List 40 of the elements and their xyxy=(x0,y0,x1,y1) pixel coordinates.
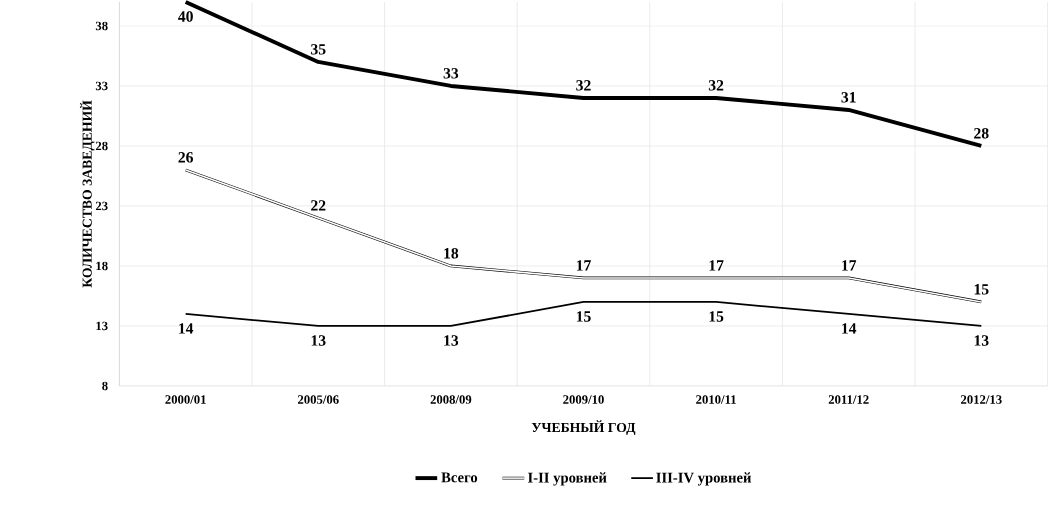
data-label: 32 xyxy=(708,80,724,91)
x-tick-label: 2010/11 xyxy=(696,395,736,405)
y-tick-label: 18 xyxy=(96,261,108,271)
legend-label: III-IV уровней xyxy=(656,472,752,486)
data-label: 17 xyxy=(709,260,724,271)
y-axis-title: КОЛИЧЕСТВО ЗАВЕДЕНИЙ xyxy=(79,100,95,288)
y-tick-label: 28 xyxy=(95,141,108,151)
data-label: 15 xyxy=(974,284,989,295)
data-label: 22 xyxy=(311,200,326,211)
data-label: 17 xyxy=(842,260,857,271)
x-tick-label: 2012/13 xyxy=(961,395,1002,405)
data-label: 15 xyxy=(709,311,724,322)
x-tick-label: 2011/12 xyxy=(828,395,869,405)
x-tick-label: 2005/06 xyxy=(297,395,339,405)
x-tick-label: 2009/10 xyxy=(563,395,604,405)
data-label: 35 xyxy=(311,44,326,55)
data-label: 31 xyxy=(841,92,856,103)
data-label: 32 xyxy=(576,80,591,91)
data-label: 14 xyxy=(842,323,857,334)
y-tick-label: 33 xyxy=(95,81,108,91)
data-label: 28 xyxy=(974,128,989,139)
y-tick-label: 23 xyxy=(95,201,108,211)
x-axis-title: УЧЕБНЫЙ ГОД xyxy=(531,420,636,436)
x-tick-label: 2008/09 xyxy=(430,395,472,405)
data-label: 13 xyxy=(311,335,326,346)
data-label: 33 xyxy=(443,68,459,79)
data-label: 18 xyxy=(444,248,459,259)
data-label: 26 xyxy=(178,152,194,163)
data-label: 17 xyxy=(576,260,591,271)
data-label: 13 xyxy=(974,335,989,346)
x-tick-label: 2000/01 xyxy=(165,395,206,405)
data-label: 15 xyxy=(576,311,591,322)
data-label: 13 xyxy=(444,335,459,346)
y-tick-label: 13 xyxy=(96,321,108,331)
legend-label: I-II уровней xyxy=(528,472,607,486)
y-tick-label: 8 xyxy=(102,381,108,391)
data-label: 14 xyxy=(179,323,194,334)
y-tick-label: 38 xyxy=(95,21,108,31)
legend-label: Всего xyxy=(441,472,478,483)
data-label: 40 xyxy=(178,11,193,23)
